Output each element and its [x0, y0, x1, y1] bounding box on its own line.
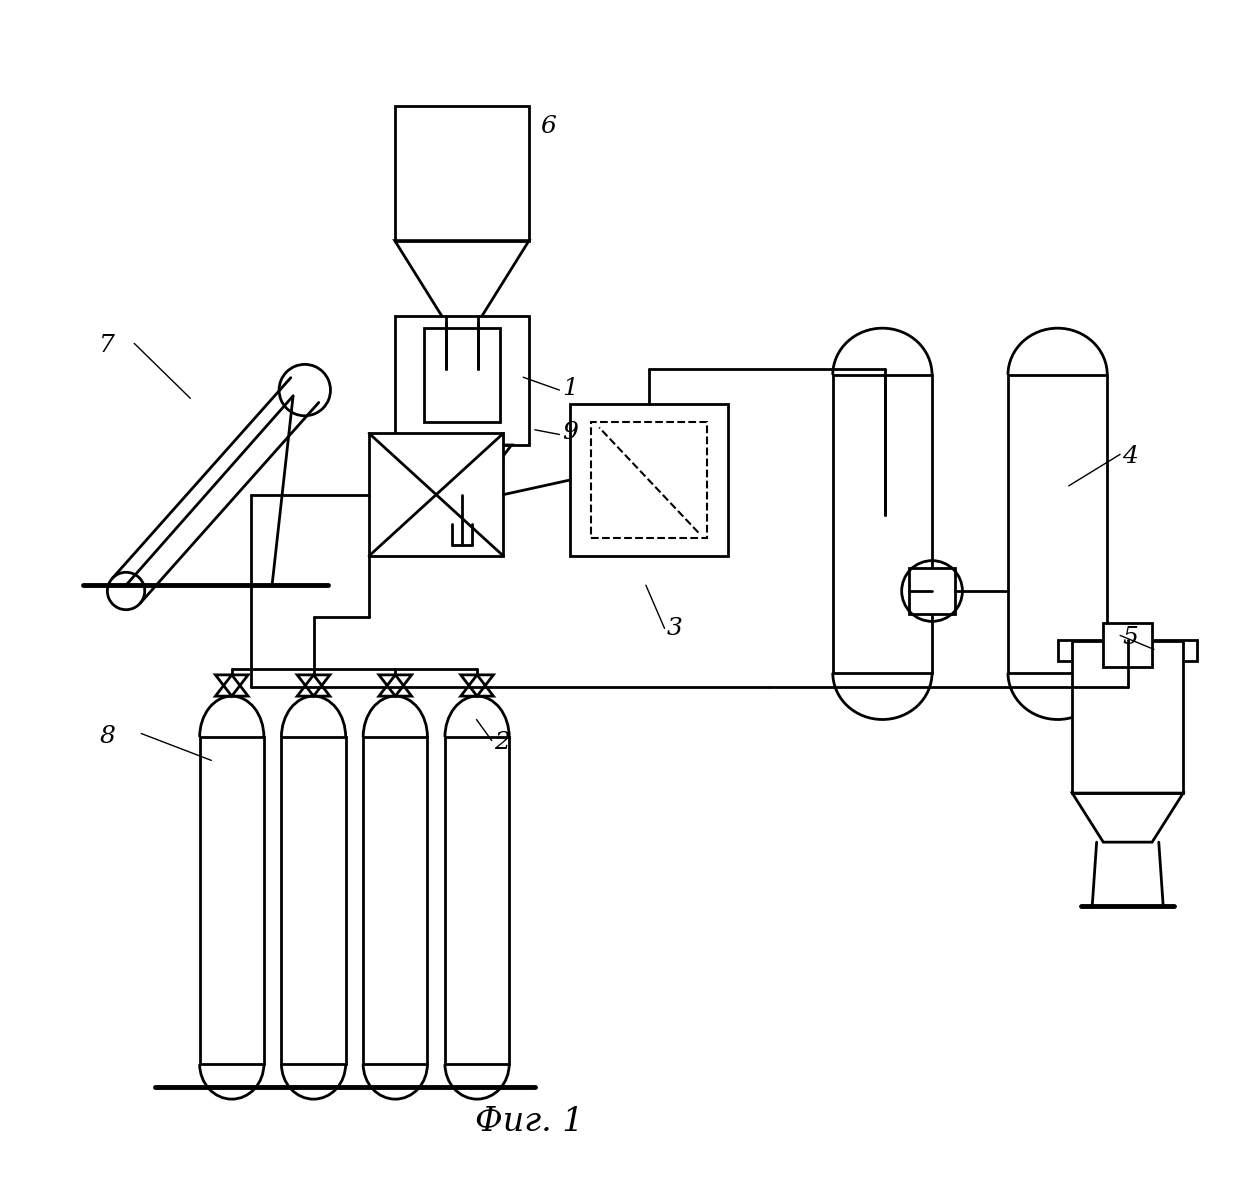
- Text: 5: 5: [1123, 625, 1138, 649]
- Text: Фиг. 1: Фиг. 1: [474, 1105, 584, 1137]
- Text: 6: 6: [540, 115, 557, 138]
- Text: 9: 9: [561, 421, 578, 444]
- Bar: [1072, 641, 1183, 793]
- Text: 3: 3: [667, 617, 682, 641]
- Bar: [369, 434, 503, 556]
- Bar: [833, 375, 933, 673]
- Text: 2: 2: [494, 730, 510, 754]
- Bar: [1103, 623, 1152, 667]
- Bar: [444, 738, 509, 1064]
- Bar: [199, 738, 264, 1064]
- Bar: [909, 567, 955, 615]
- Bar: [395, 106, 529, 241]
- Bar: [364, 738, 427, 1064]
- Bar: [442, 489, 482, 525]
- Bar: [1008, 375, 1107, 673]
- Text: 1: 1: [561, 377, 578, 400]
- Text: 7: 7: [100, 333, 115, 357]
- Bar: [591, 422, 707, 539]
- Bar: [395, 317, 529, 444]
- Bar: [423, 329, 499, 422]
- Bar: [570, 404, 727, 556]
- Text: 4: 4: [1123, 444, 1138, 468]
- Bar: [1058, 641, 1198, 661]
- Text: 8: 8: [100, 725, 115, 748]
- Bar: [281, 738, 346, 1064]
